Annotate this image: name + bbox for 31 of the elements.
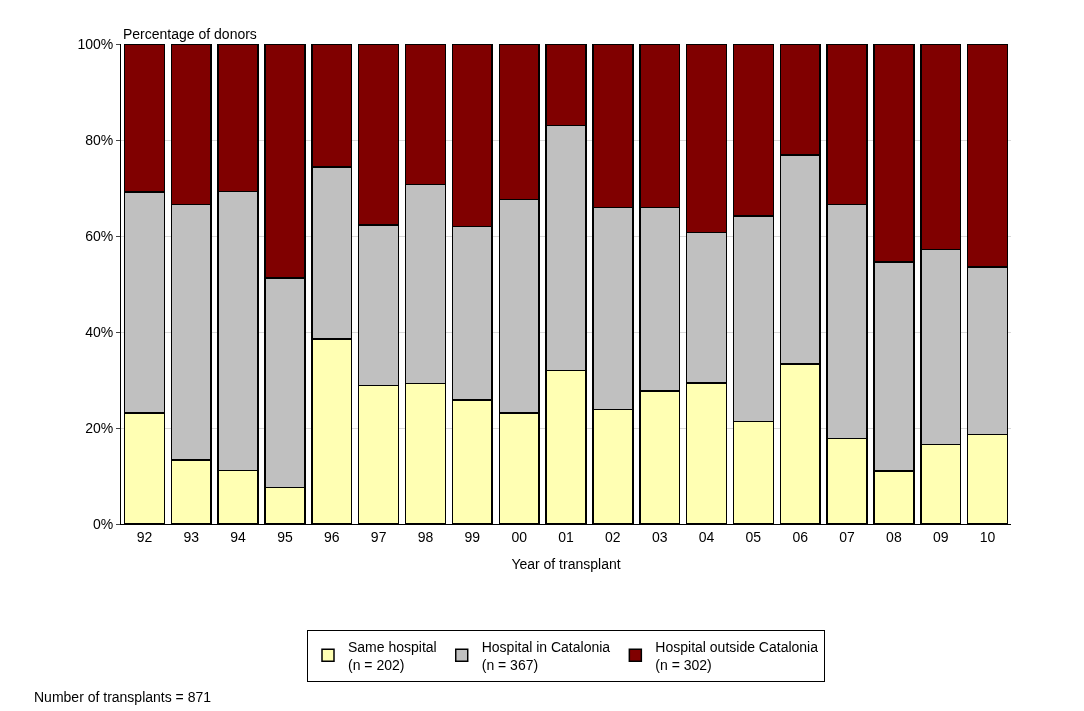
x-tick-label: 05 xyxy=(745,528,762,545)
x-tick-label: 10 xyxy=(979,528,996,545)
x-axis-title: Year of transplant xyxy=(511,556,621,573)
x-tick-label: 94 xyxy=(230,528,247,545)
x-tick-label: 93 xyxy=(183,528,200,545)
x-tick-label: 02 xyxy=(605,528,621,545)
y-tick-label: 40% xyxy=(85,323,114,340)
text: Number of transplants = 871 xyxy=(34,689,212,705)
x-tick-label: 01 xyxy=(558,528,574,545)
x-tick-label: 03 xyxy=(651,528,668,545)
y-tick-label: 100% xyxy=(77,35,114,52)
x-tick-label: 97 xyxy=(370,528,387,545)
x-tick-label: 04 xyxy=(698,528,715,545)
x-tick-label: 95 xyxy=(277,528,293,545)
x-tick-label: 96 xyxy=(324,528,340,545)
legend-label: Hospital outside Catalonia (n = 302) xyxy=(655,638,819,673)
x-tick-label: 08 xyxy=(886,528,902,545)
x-tick-label: 92 xyxy=(136,528,153,545)
y-tick-label: 0% xyxy=(92,515,114,532)
x-tick-label: 07 xyxy=(839,528,856,545)
x-tick-label: 99 xyxy=(464,528,481,545)
x-tick-label: 00 xyxy=(511,528,528,545)
x-tick-label: 06 xyxy=(792,528,809,545)
x-tick-label: 98 xyxy=(417,528,434,545)
y-tick-label: 80% xyxy=(85,131,114,148)
y-axis-title: Percentage of donors xyxy=(123,26,257,42)
legend-label: Hospital in Catalonia (n = 367) xyxy=(481,638,611,673)
x-tick-label: 09 xyxy=(932,528,949,545)
y-tick-label: 60% xyxy=(85,227,114,244)
y-tick-label: 20% xyxy=(85,419,114,436)
legend-label: Same hospital (n = 202) xyxy=(348,638,437,673)
